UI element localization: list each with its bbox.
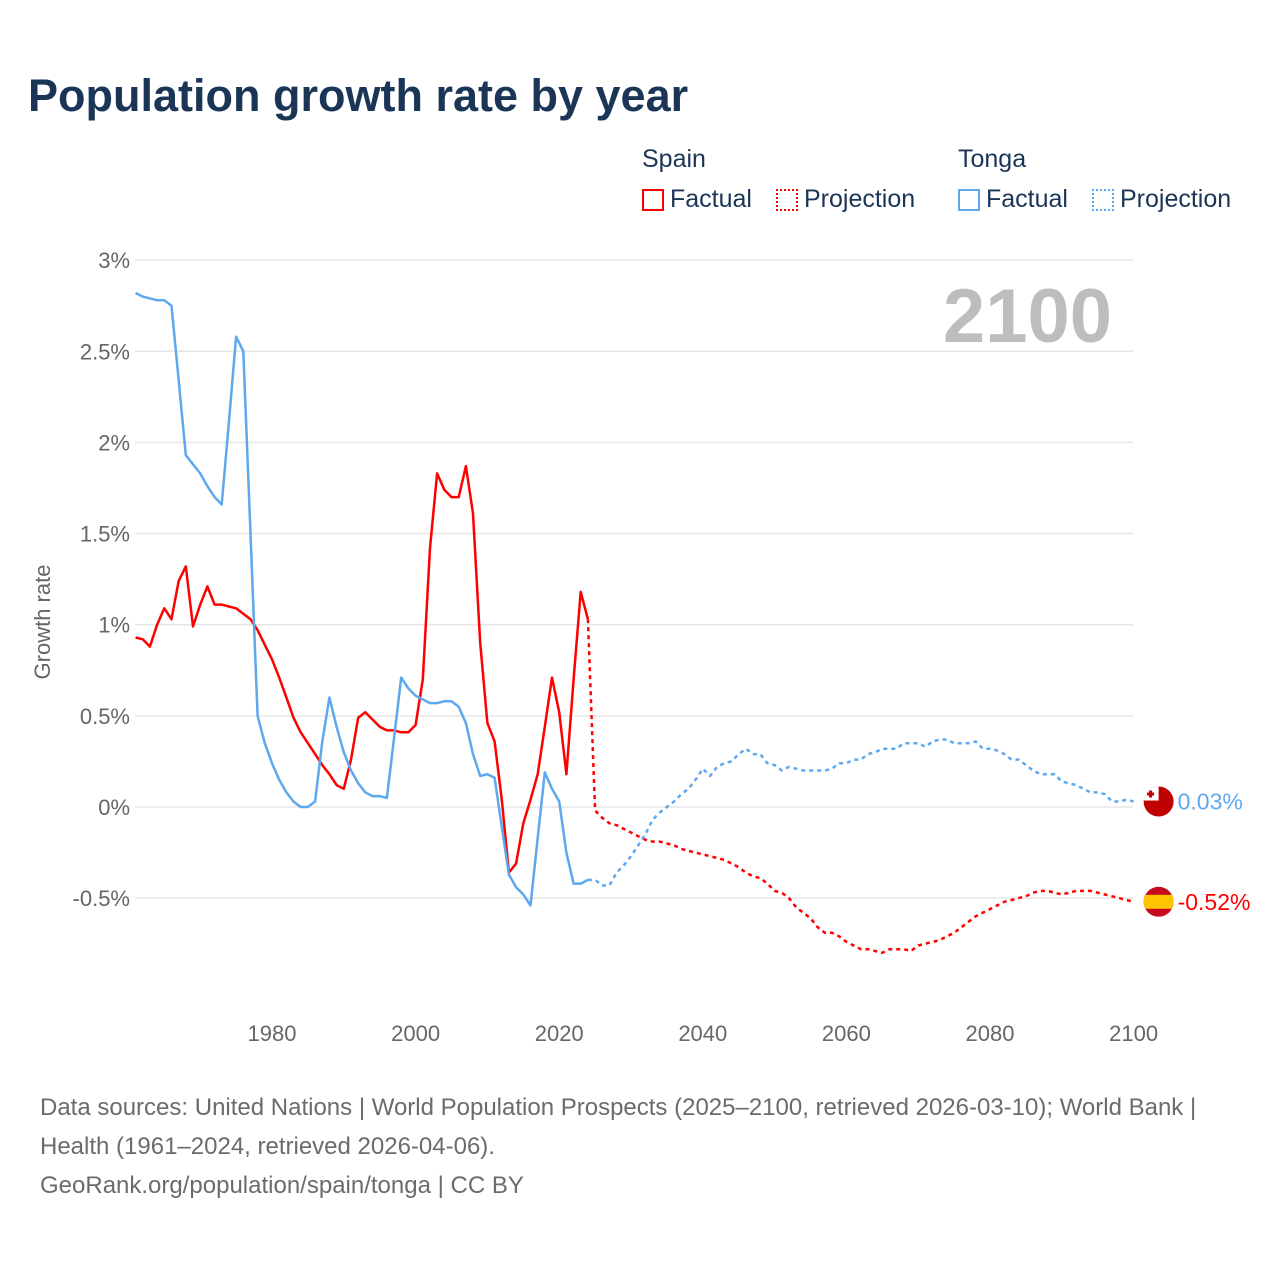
- legend-spain-projection[interactable]: Projection: [775, 185, 916, 214]
- y-tick-label: 2%: [98, 430, 130, 455]
- x-tick-label: 2040: [678, 1021, 727, 1046]
- legend-tonga-title: Tonga: [958, 145, 1027, 173]
- spain-end-label: -0.52%: [1178, 889, 1251, 915]
- x-tick-label: 2020: [535, 1021, 584, 1046]
- legend-tonga: Tonga Factual Projection: [958, 145, 1247, 214]
- y-tick-label: 3%: [98, 248, 130, 273]
- footer: Data sources: United Nations | World Pop…: [40, 1088, 1240, 1205]
- x-tick-label: 2100: [1109, 1021, 1158, 1046]
- legend-spain-factual[interactable]: Factual: [642, 185, 752, 214]
- y-tick-label: 0%: [98, 795, 130, 820]
- x-tick-label: 2060: [822, 1021, 871, 1046]
- legend-label: Factual: [670, 185, 752, 213]
- solid-swatch-icon: [958, 188, 980, 211]
- legend-label: Projection: [1119, 185, 1232, 213]
- y-tick-label: 1.5%: [80, 522, 130, 547]
- dotted-swatch-icon: [1091, 188, 1114, 211]
- legend-spain-title: Spain: [642, 145, 706, 173]
- y-axis-label: Growth rate: [30, 565, 55, 680]
- legend-label: Projection: [803, 185, 916, 213]
- credit-link[interactable]: GeoRank.org/population/spain/tonga | CC …: [40, 1172, 524, 1199]
- dotted-swatch-icon: [775, 188, 798, 211]
- y-tick-label: 1%: [98, 613, 130, 638]
- legend-tonga-projection[interactable]: Projection: [1091, 185, 1232, 214]
- series-line-spain-projection: [586, 619, 1134, 955]
- x-tick-label: 1980: [248, 1021, 297, 1046]
- chart-title: Population growth rate by year: [28, 70, 689, 121]
- y-tick-label: 0.5%: [80, 704, 130, 729]
- legend-label: Factual: [986, 185, 1068, 213]
- solid-swatch-icon: [642, 188, 664, 211]
- series-line-tonga-factual: [135, 291, 589, 907]
- tonga-flag-icon: [1143, 786, 1174, 817]
- legend-tonga-factual[interactable]: Factual: [958, 185, 1068, 214]
- x-tick-label: 2080: [966, 1021, 1015, 1046]
- y-tick-label: 2.5%: [80, 339, 130, 364]
- legend-spain: Spain Factual Projection: [642, 145, 931, 214]
- year-indicator: 2100: [943, 274, 1112, 359]
- series-line-spain-factual: [135, 464, 590, 874]
- tonga-end-label: 0.03%: [1178, 789, 1243, 815]
- spain-flag-icon: [1143, 886, 1174, 917]
- x-tick-label: 2000: [391, 1021, 440, 1046]
- series-line-tonga-projection: [587, 738, 1134, 887]
- y-tick-label: -0.5%: [73, 886, 130, 911]
- data-sources: Data sources: United Nations | World Pop…: [40, 1094, 1197, 1160]
